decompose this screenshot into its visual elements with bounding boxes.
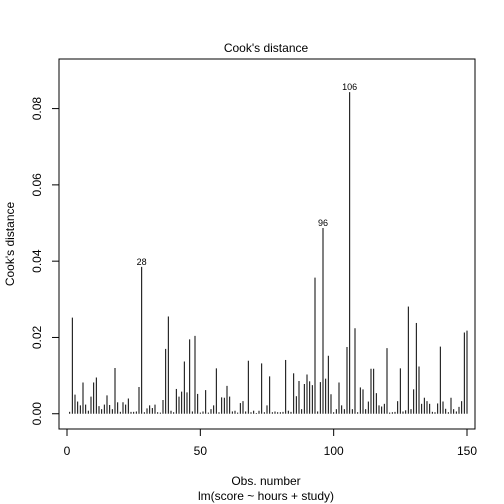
y-tick-label: 0.06 xyxy=(30,173,44,197)
y-tick-label: 0.04 xyxy=(30,249,44,273)
x-tick-label: 100 xyxy=(324,444,344,458)
chart-title: Cook's distance xyxy=(224,41,309,55)
point-labels-group: 28 96 106 xyxy=(137,82,358,267)
point-label-96: 96 xyxy=(318,218,328,228)
y-axis-title: Cook's distance xyxy=(3,202,17,287)
y-axis: 0.00 0.02 0.04 0.06 0.08 xyxy=(30,97,60,426)
y-tick-label: 0.02 xyxy=(30,325,44,349)
x-tick-label: 50 xyxy=(194,444,208,458)
plot-frame xyxy=(58,58,476,430)
bars-group xyxy=(69,92,468,414)
x-tick-label: 150 xyxy=(457,444,477,458)
point-label-106: 106 xyxy=(342,82,357,92)
y-tick-label: 0.08 xyxy=(30,97,44,121)
x-axis: 0 50 100 150 xyxy=(64,428,477,458)
point-label-28: 28 xyxy=(137,257,147,267)
x-axis-title: Obs. number xyxy=(231,474,300,488)
x-tick-label: 0 xyxy=(64,444,71,458)
x-axis-subtitle: lm(score ~ hours + study) xyxy=(198,489,334,503)
y-tick-label: 0.00 xyxy=(30,402,44,426)
